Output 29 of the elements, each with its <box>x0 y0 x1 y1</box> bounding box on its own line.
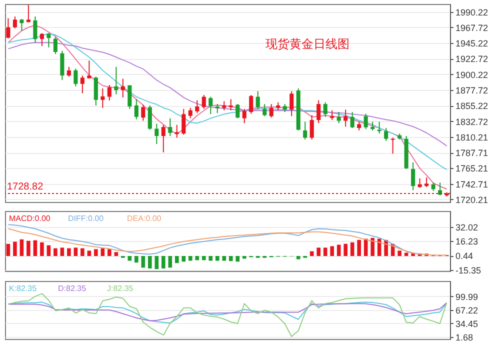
y-tick-label: 1765.21 <box>456 164 488 174</box>
y-tick-label: 0.44 <box>456 251 474 262</box>
y-tick-label: 1900.22 <box>456 70 488 80</box>
y-tick-label: 1922.72 <box>456 54 488 64</box>
y-tick-label: 1.68 <box>456 332 474 343</box>
y-tick-label: 1832.72 <box>456 116 488 127</box>
text: D:82.35 <box>58 284 87 293</box>
series-label: K:82.35 <box>9 284 38 293</box>
y-tick-label: 67.22 <box>456 305 478 316</box>
y-tick-label: 16.23 <box>456 236 478 247</box>
text: DEA:0.00 <box>127 214 162 223</box>
y-tick-label: 1877.72 <box>456 85 488 96</box>
y-tick-label: 1855.22 <box>456 101 488 112</box>
y-tick-label: 1742.71 <box>456 179 488 190</box>
text: MACD:0.00 <box>9 214 51 223</box>
text: 现货黄金日线图 <box>266 37 350 51</box>
y-tick-label: -15.35 <box>456 265 482 276</box>
series-label: J:82.35 <box>107 284 134 293</box>
y-tick-label: 1990.22 <box>456 7 488 18</box>
y-tick-label: 32.02 <box>456 222 478 232</box>
y-tick-label: 34.45 <box>456 318 478 329</box>
y-tick-label: 99.99 <box>456 292 478 302</box>
y-tick-label: 1787.71 <box>456 148 488 158</box>
y-tick-label: 1967.72 <box>456 22 488 33</box>
y-tick-label: 1810.21 <box>456 132 488 142</box>
text: DIFF:0.00 <box>68 214 104 223</box>
y-tick-label: 1945.22 <box>456 38 488 49</box>
y-tick-label: 1720.21 <box>456 194 488 205</box>
ref-line-label: 1728.82 <box>7 181 44 192</box>
